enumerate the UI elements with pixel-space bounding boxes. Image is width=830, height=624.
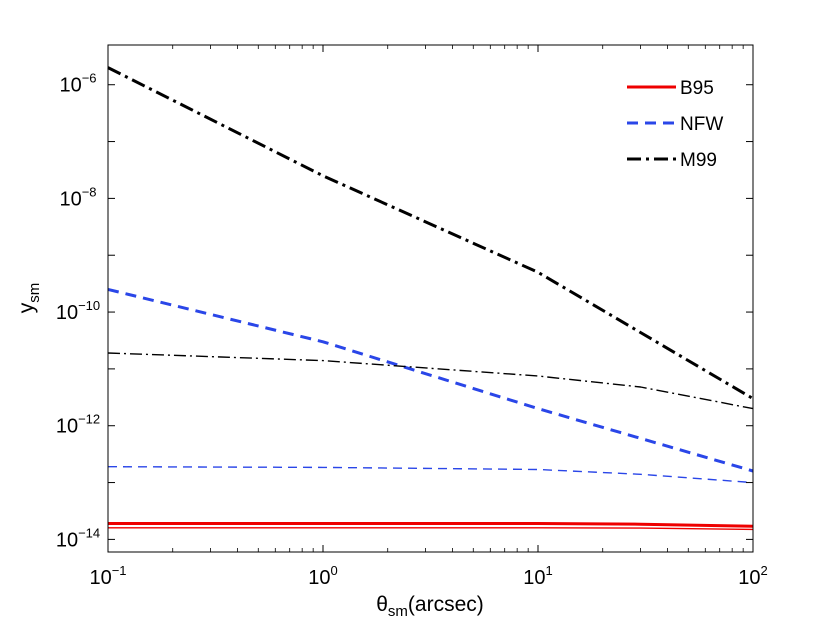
x-axis-label-unit: (arcsec)	[408, 593, 484, 616]
x-tick-label: 10−1	[89, 563, 126, 589]
x-tick-label-base: 10	[89, 567, 111, 589]
series-line-b95-thick	[108, 522, 754, 528]
series-line-nfw-thin	[107, 466, 754, 484]
series-layer	[107, 66, 754, 531]
x-tick-label-exponent: 1	[546, 563, 553, 578]
x-axis-label-subscript: sm	[388, 603, 408, 620]
x-tick-label-exponent: 2	[761, 563, 768, 578]
y-tick-label-base: 10	[56, 302, 78, 324]
y-tick-label-base: 10	[56, 416, 78, 438]
legend-label-nfw: NFW	[680, 114, 723, 135]
y-tick-label-base: 10	[56, 529, 78, 551]
y-tick-label-exponent: −14	[78, 525, 100, 540]
x-tick-label: 101	[523, 563, 552, 589]
y-axis-label-symbol: y	[15, 302, 38, 313]
y-tick-label: 10−14	[56, 525, 100, 551]
y-tick-label-exponent: −6	[82, 71, 97, 86]
x-tick-label: 100	[308, 563, 337, 589]
series-line-b95-thin	[108, 527, 754, 531]
x-tick-label-exponent: 0	[331, 563, 338, 578]
x-tick-label-base: 10	[738, 567, 760, 589]
series-line-m99-thin	[107, 352, 754, 410]
series-line-nfw-thick	[107, 287, 754, 473]
x-tick-label-base: 10	[523, 567, 545, 589]
series-line-m99-thick	[107, 66, 754, 400]
y-tick-label: 10−10	[56, 298, 100, 324]
x-axis-label: θsm(arcsec)	[376, 593, 484, 620]
y-tick-label: 10−12	[56, 412, 100, 438]
x-tick-label-exponent: −1	[112, 563, 127, 578]
x-tick-label-base: 10	[308, 567, 330, 589]
plot-frame	[107, 44, 754, 553]
legend: B95 NFW M99	[618, 68, 736, 184]
legend-label-m99: M99	[680, 150, 717, 171]
x-axis-label-symbol: θ	[376, 593, 388, 616]
y-axis-label-subscript: sm	[26, 283, 43, 303]
legend-label-b95: B95	[680, 78, 714, 99]
y-axis-label: ysm	[15, 283, 43, 314]
y-tick-label-exponent: −10	[78, 298, 100, 313]
y-tick-label-base: 10	[59, 75, 81, 97]
y-tick-label-base: 10	[59, 188, 81, 210]
y-tick-label-exponent: −12	[78, 412, 100, 427]
y-tick-label-exponent: −8	[82, 184, 97, 199]
y-tick-label: 10−8	[59, 184, 96, 210]
x-tick-label: 102	[738, 563, 767, 589]
y-tick-label: 10−6	[59, 71, 96, 97]
